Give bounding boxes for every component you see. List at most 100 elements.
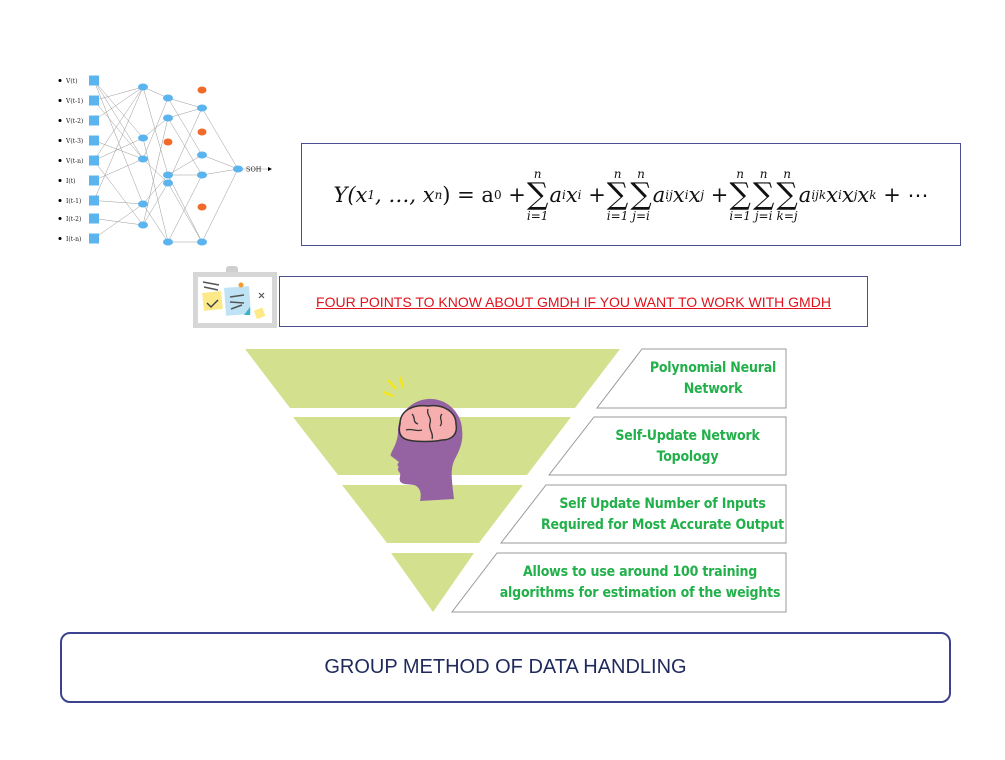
input-dot	[58, 217, 62, 220]
network-connection	[167, 154, 203, 176]
neuron-node	[197, 104, 207, 112]
input-node	[89, 233, 99, 244]
point-box-1	[595, 348, 787, 409]
point-4-text: Allows to use around 100 training algorit…	[499, 564, 781, 601]
network-connection	[142, 182, 169, 226]
neuron-node	[163, 94, 173, 102]
pyramid-layer-3	[342, 485, 523, 543]
neuron-node	[138, 221, 148, 229]
network-connection	[167, 97, 203, 109]
network-connection	[142, 86, 169, 176]
output-node	[233, 165, 243, 173]
input-node	[89, 75, 99, 86]
formula-lhs: Y(x	[333, 182, 368, 207]
formula-sub: 1	[367, 187, 376, 202]
pyramid-layer-1	[245, 349, 620, 408]
network-connection	[93, 80, 144, 139]
network-connection	[142, 117, 169, 226]
network-connection	[93, 80, 144, 160]
title-box: GROUP METHOD OF DATA HANDLING	[60, 632, 951, 703]
sum-symbol: n ∑ k=j	[776, 166, 798, 223]
sum-symbol: n ∑ i=1	[729, 166, 751, 223]
input-label: I(t-2)	[66, 216, 81, 223]
neuron-node	[163, 114, 173, 122]
neuron-node	[163, 179, 173, 187]
input-dot	[58, 79, 62, 82]
network-connection	[93, 158, 144, 181]
network-connection	[201, 107, 239, 170]
network-connection	[201, 168, 239, 243]
point-3-text: Self Update Number of Inputs Required for…	[541, 496, 784, 533]
network-connection	[201, 168, 239, 176]
gmdh-pyramid	[245, 348, 787, 613]
formula-plus: +	[508, 182, 526, 207]
input-label: V(t-1)	[65, 98, 83, 105]
four-points-link[interactable]: FOUR POINTS TO KNOW ABOUT GMDH IF YOU WA…	[316, 293, 831, 310]
network-connection	[201, 154, 239, 170]
network-connection	[93, 100, 144, 160]
input-node	[89, 155, 99, 166]
neuron-node	[138, 134, 148, 142]
point-box-4	[450, 552, 787, 613]
point-1-text: Polynomial Neural Network	[649, 360, 777, 397]
point-box-2	[547, 416, 787, 476]
input-label: I(t-1)	[66, 198, 81, 205]
network-connection	[93, 86, 144, 161]
formula-eq: ) = a	[442, 182, 494, 207]
input-label: V(t-3)	[65, 138, 83, 145]
neuron-node	[138, 155, 148, 163]
input-dot	[58, 237, 62, 240]
neuron-node	[163, 238, 173, 246]
network-connection	[167, 97, 203, 156]
network-connection	[93, 203, 144, 239]
input-dot	[58, 159, 62, 162]
input-node	[89, 175, 99, 186]
input-label: V(t-n)	[65, 158, 83, 165]
input-dot	[58, 119, 62, 122]
neuron-node	[197, 151, 207, 159]
formula-ellipsis: + ⋯	[883, 182, 929, 207]
input-node	[89, 115, 99, 126]
neuron-node	[138, 83, 148, 91]
input-label: V(t)	[65, 78, 77, 85]
head-brain-icon	[382, 376, 463, 501]
input-node	[89, 195, 99, 206]
network-connection	[93, 86, 144, 201]
gmdh-network-diagram: V(t) V(t-1) V(t-2) V(t-3) V(t-n) I(t) I(t-1) I(…	[58, 75, 272, 246]
dropped-neuron-node	[163, 138, 173, 146]
network-connection	[142, 203, 169, 243]
input-dot	[58, 99, 62, 102]
output-label: SOH	[246, 166, 262, 174]
neuron-node	[163, 171, 173, 179]
sum-symbol: n ∑ j=i	[752, 166, 775, 223]
network-connection	[93, 160, 144, 226]
input-node	[89, 95, 99, 106]
network-connection	[93, 137, 144, 161]
network-connection	[93, 86, 144, 101]
sum-symbol: n ∑ j=i	[630, 166, 652, 223]
input-node	[89, 135, 99, 146]
input-dot	[58, 199, 62, 202]
point-box-3	[499, 484, 787, 544]
input-label: I(t-n)	[66, 236, 81, 243]
network-connection	[167, 107, 203, 119]
gmdh-link-box: FOUR POINTS TO KNOW ABOUT GMDH IF YOU WA…	[279, 276, 868, 327]
network-connection	[142, 174, 169, 205]
network-connection	[167, 117, 203, 176]
dropped-neuron-node	[197, 128, 207, 136]
network-connection	[93, 80, 144, 205]
formula-sub: n	[434, 187, 443, 202]
network-connection	[167, 107, 203, 184]
input-dot	[58, 179, 62, 182]
notice-board-icon	[193, 266, 277, 328]
neuron-node	[197, 238, 207, 246]
page-title: GROUP METHOD OF DATA HANDLING	[324, 656, 687, 678]
sum-symbol: n ∑ i=1	[526, 166, 549, 223]
neuron-node	[138, 200, 148, 208]
network-connection	[93, 200, 144, 205]
dropped-neuron-node	[197, 203, 207, 211]
input-dot	[58, 139, 62, 142]
network-connection	[167, 174, 203, 243]
